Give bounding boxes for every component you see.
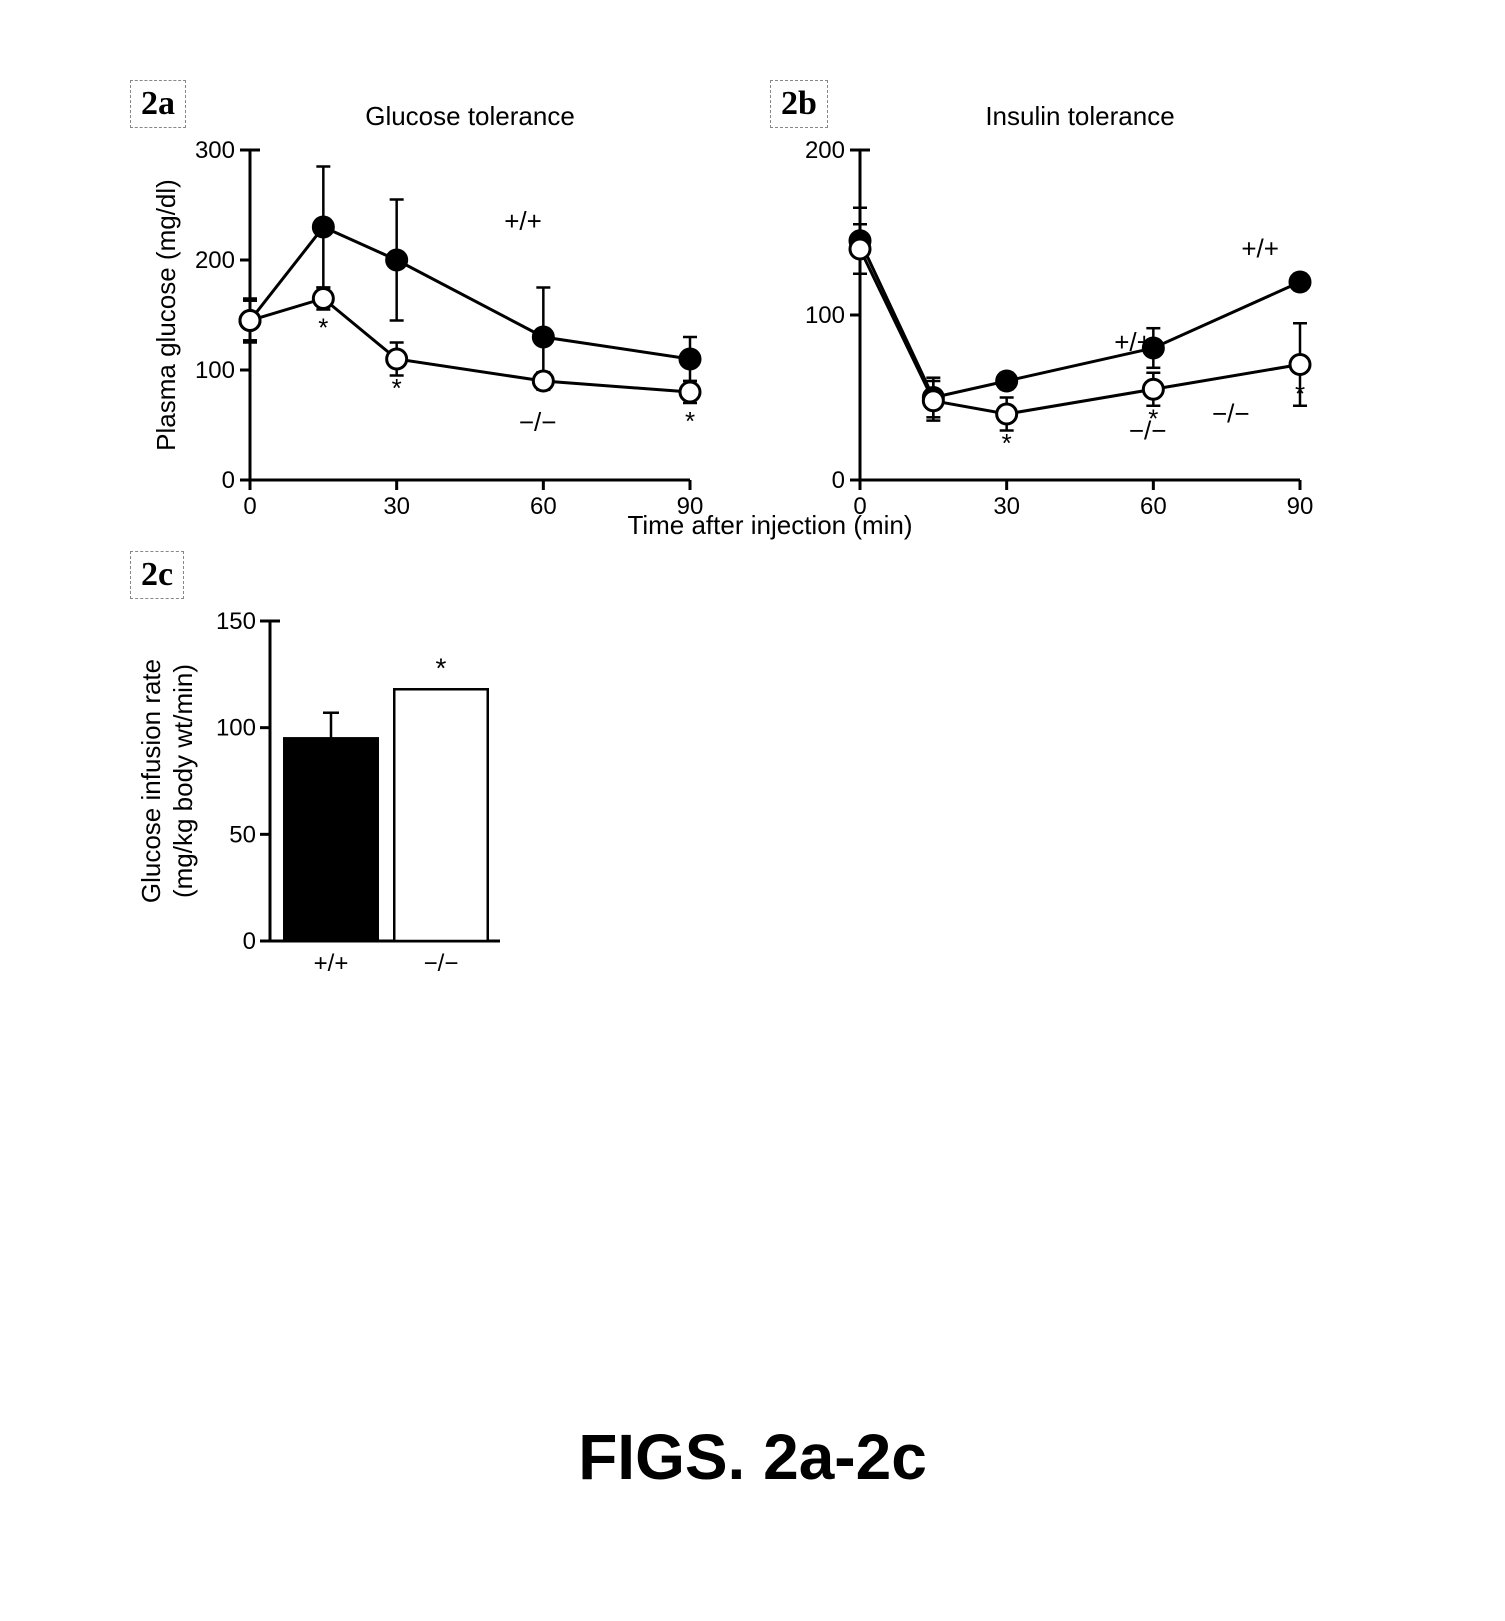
- svg-text:0: 0: [243, 928, 256, 955]
- svg-text:300: 300: [195, 137, 235, 164]
- chart-2b: Insulin tolerance01002000306090***+/+−/−…: [770, 80, 1330, 520]
- svg-text:−/−: −/−: [519, 407, 557, 437]
- svg-text:−/−: −/−: [1212, 398, 1250, 428]
- panel-2a-label: 2a: [130, 80, 186, 128]
- svg-text:Glucose infusion rate: Glucose infusion rate: [136, 659, 166, 903]
- svg-text:0: 0: [832, 467, 845, 494]
- svg-text:150: 150: [216, 608, 256, 635]
- panel-2c: 2c 0 50 100 150 Glucose infusion rate(mg/kg …: [120, 551, 540, 1011]
- svg-text:−/−: −/−: [1129, 415, 1167, 445]
- svg-text:90: 90: [1287, 493, 1314, 520]
- top-row: 2a Glucose tolerance01002003000306090Pla…: [120, 80, 1380, 520]
- svg-text:*: *: [318, 313, 328, 343]
- svg-text:+/+: +/+: [1114, 327, 1152, 357]
- svg-text:0: 0: [243, 493, 256, 520]
- svg-text:+/+: +/+: [504, 206, 542, 236]
- panel-2c-label: 2c: [130, 551, 184, 599]
- figure-container: 2a Glucose tolerance01002003000306090Pla…: [120, 80, 1380, 1011]
- svg-text:100: 100: [216, 715, 256, 742]
- chart-2a: Glucose tolerance 0 100 200 300 0 30 60 90 Plasma…: [120, 80, 720, 520]
- svg-text:60: 60: [1140, 493, 1167, 520]
- panel-2b-label: 2b: [770, 80, 828, 128]
- chart-2c: 0 50 100 150 Glucose infusion rate(mg/kg bod…: [120, 551, 540, 1011]
- svg-text:(mg/kg body wt/min): (mg/kg body wt/min): [168, 664, 198, 898]
- svg-text:0: 0: [222, 467, 235, 494]
- figure-caption: FIGS. 2a-2c: [0, 1420, 1505, 1494]
- svg-text:200: 200: [805, 137, 845, 164]
- svg-text:Glucose tolerance: Glucose tolerance: [365, 101, 575, 131]
- svg-text:*: *: [436, 652, 447, 683]
- svg-text:Plasma glucose (mg/dl): Plasma glucose (mg/dl): [151, 179, 181, 451]
- svg-text:60: 60: [530, 493, 557, 520]
- svg-text:*: *: [685, 406, 695, 436]
- svg-text:0: 0: [853, 493, 866, 520]
- svg-text:50: 50: [229, 821, 256, 848]
- svg-text:30: 30: [993, 493, 1020, 520]
- svg-text:*: *: [1002, 428, 1012, 458]
- svg-text:30: 30: [383, 493, 410, 520]
- svg-text:+/+: +/+: [1241, 233, 1279, 263]
- panel-2b: 2b Insulin tolerance01002000306090***+/+…: [770, 80, 1330, 520]
- svg-text:−/−: −/−: [424, 950, 459, 977]
- svg-text:200: 200: [195, 247, 235, 274]
- svg-text:+/+: +/+: [314, 950, 349, 977]
- svg-text:*: *: [392, 373, 402, 403]
- svg-text:100: 100: [195, 357, 235, 384]
- panel-2a: 2a Glucose tolerance 0 100 200 300 0 30 60 90 Pla…: [120, 80, 720, 520]
- svg-text:90: 90: [677, 493, 704, 520]
- svg-text:*: *: [1295, 379, 1305, 409]
- svg-text:Insulin tolerance: Insulin tolerance: [985, 101, 1174, 131]
- svg-text:100: 100: [805, 302, 845, 329]
